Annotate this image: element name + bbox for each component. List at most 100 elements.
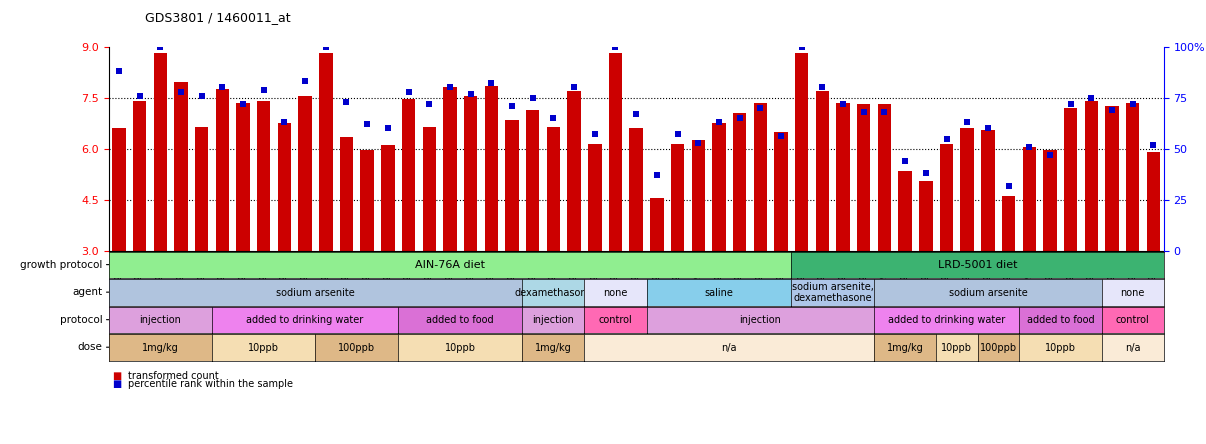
Point <box>316 43 335 50</box>
Text: percentile rank within the sample: percentile rank within the sample <box>128 379 293 388</box>
Bar <box>236 103 250 251</box>
Point <box>357 121 376 128</box>
Bar <box>361 151 374 251</box>
Point <box>192 92 211 99</box>
Bar <box>546 127 560 251</box>
Bar <box>1002 196 1015 251</box>
Bar <box>112 128 125 251</box>
Bar <box>402 99 415 251</box>
Text: added to drinking water: added to drinking water <box>888 315 1005 325</box>
Text: added to food: added to food <box>1026 315 1094 325</box>
Text: none: none <box>603 288 627 297</box>
Text: agent: agent <box>72 287 103 297</box>
Point <box>295 78 315 85</box>
Bar <box>754 103 767 251</box>
Point <box>792 43 812 50</box>
Bar <box>1084 101 1099 251</box>
Bar <box>505 120 519 251</box>
Text: growth protocol: growth protocol <box>21 260 103 270</box>
Text: 1mg/kg: 1mg/kg <box>142 343 178 353</box>
Point <box>1143 141 1163 148</box>
Text: added to drinking water: added to drinking water <box>246 315 364 325</box>
Bar <box>485 86 498 251</box>
Bar <box>277 123 291 251</box>
Text: dexamethasone: dexamethasone <box>514 288 592 297</box>
Text: 10ppb: 10ppb <box>942 343 972 353</box>
Text: n/a: n/a <box>1125 343 1141 353</box>
Text: 100ppb: 100ppb <box>338 343 375 353</box>
Bar <box>133 101 146 251</box>
Bar <box>381 145 394 251</box>
Bar <box>526 110 539 251</box>
Text: GDS3801 / 1460011_at: GDS3801 / 1460011_at <box>145 11 291 24</box>
Bar <box>298 96 312 251</box>
Text: ■: ■ <box>112 371 122 381</box>
Point <box>627 111 646 118</box>
Point <box>668 131 687 138</box>
Point <box>648 172 667 179</box>
Point <box>833 100 853 107</box>
Point <box>1102 107 1122 114</box>
Point <box>750 104 769 111</box>
Point <box>937 135 956 142</box>
Point <box>503 102 522 109</box>
Bar <box>1126 103 1140 251</box>
Text: saline: saline <box>704 288 733 297</box>
Point <box>336 98 356 105</box>
Point <box>917 170 936 177</box>
Point <box>730 115 749 122</box>
Bar <box>589 144 602 251</box>
Text: dose: dose <box>77 342 103 352</box>
Bar <box>713 123 726 251</box>
Text: 10ppb: 10ppb <box>1044 343 1076 353</box>
Point <box>1019 143 1038 150</box>
Point <box>709 119 728 126</box>
Point <box>874 108 894 115</box>
Text: transformed count: transformed count <box>128 371 218 381</box>
Text: sodium arsenite: sodium arsenite <box>276 288 355 297</box>
Bar <box>1064 108 1077 251</box>
Bar <box>774 132 788 251</box>
Bar <box>815 91 829 251</box>
Point <box>1123 100 1142 107</box>
Bar <box>898 171 912 251</box>
Bar <box>174 83 188 251</box>
Point <box>171 88 191 95</box>
Point <box>1041 151 1060 159</box>
Bar <box>464 96 478 251</box>
Text: control: control <box>1116 315 1149 325</box>
Text: ■: ■ <box>112 379 122 388</box>
Text: 1mg/kg: 1mg/kg <box>886 343 924 353</box>
Point <box>130 92 150 99</box>
Point <box>689 139 708 146</box>
Bar <box>609 53 622 251</box>
Bar <box>1106 106 1119 251</box>
Bar <box>1023 147 1036 251</box>
Point <box>564 84 584 91</box>
Text: sodium arsenite,
dexamethasone: sodium arsenite, dexamethasone <box>792 282 873 303</box>
Text: control: control <box>598 315 632 325</box>
Bar <box>422 127 437 251</box>
Bar <box>878 104 891 251</box>
Point <box>605 43 625 50</box>
Point <box>379 125 398 132</box>
Bar <box>650 198 663 251</box>
Bar <box>733 113 747 251</box>
Text: 10ppb: 10ppb <box>248 343 280 353</box>
Point <box>523 94 543 101</box>
Point <box>772 133 791 140</box>
Bar <box>1043 151 1056 251</box>
Text: 100ppb: 100ppb <box>979 343 1017 353</box>
Bar <box>257 101 270 251</box>
Bar <box>960 128 974 251</box>
Text: sodium arsenite: sodium arsenite <box>949 288 1028 297</box>
Bar <box>153 53 166 251</box>
Point <box>1082 94 1101 101</box>
Bar <box>857 104 871 251</box>
Bar <box>919 181 932 251</box>
Text: protocol: protocol <box>60 315 103 325</box>
Text: injection: injection <box>533 315 574 325</box>
Point <box>440 84 459 91</box>
Bar <box>982 130 995 251</box>
Text: AIN-76A diet: AIN-76A diet <box>415 260 485 270</box>
